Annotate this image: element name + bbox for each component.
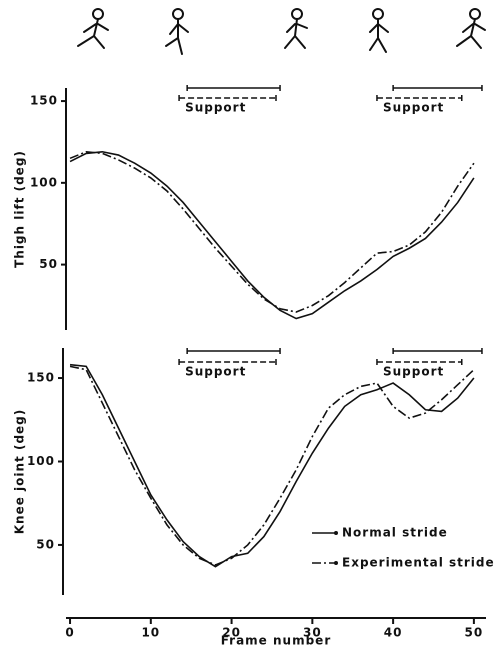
- legend-label: Normal stride: [342, 526, 448, 540]
- y-axis-label: Knee joint (deg): [13, 409, 27, 535]
- legend-label: Experimental stride: [342, 556, 495, 570]
- y-tick-label: 100: [30, 175, 58, 189]
- y-tick-label: 150: [30, 94, 58, 108]
- series-line: [69, 365, 475, 566]
- x-tick-label: 40: [384, 626, 403, 640]
- y-tick-label: 50: [36, 537, 55, 551]
- support-label: Support: [185, 365, 246, 379]
- series-line: [69, 150, 475, 320]
- legend-dot: [334, 531, 338, 535]
- legend-dot: [334, 561, 338, 565]
- x-tick-label: 30: [303, 626, 322, 640]
- runner-icons: [77, 8, 486, 55]
- x-tick-label: 50: [465, 626, 484, 640]
- support-label: Support: [185, 101, 246, 115]
- series-line: [69, 150, 475, 313]
- support-label: Support: [383, 101, 444, 115]
- x-tick-label: 10: [141, 626, 160, 640]
- y-tick-label: 150: [27, 371, 55, 385]
- series-line: [69, 363, 475, 568]
- x-tick-label: 20: [222, 626, 241, 640]
- x-axis-label: Frame number: [221, 634, 332, 648]
- support-label: Support: [383, 365, 444, 379]
- x-tick-label: 0: [65, 626, 74, 640]
- y-tick-label: 50: [39, 257, 58, 271]
- y-tick-label: 100: [27, 454, 55, 468]
- y-axis-label: Thigh lift (deg): [13, 150, 27, 268]
